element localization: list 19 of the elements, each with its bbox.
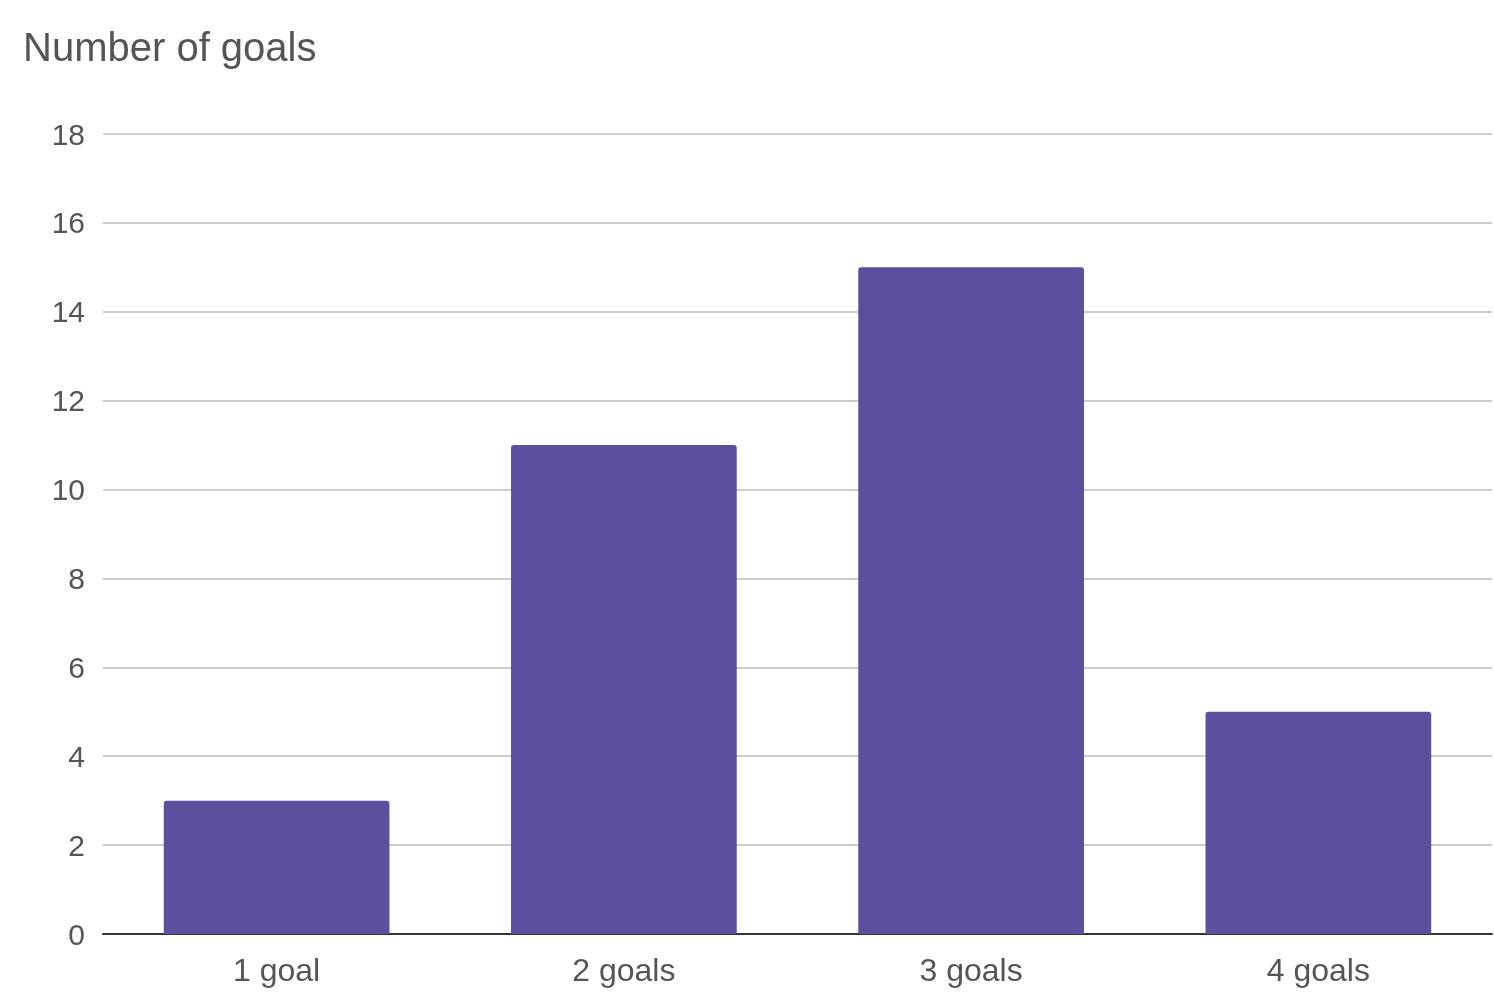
x-tick-label: 3 goals (919, 952, 1023, 988)
y-tick-label: 2 (68, 828, 85, 862)
y-tick-label: 0 (68, 917, 85, 951)
y-tick-label: 14 (51, 295, 85, 329)
chart-title: Number of goals (23, 25, 317, 69)
bar (858, 267, 1084, 934)
y-tick-label: 8 (68, 561, 85, 595)
y-tick-label: 18 (51, 117, 85, 151)
y-tick-label: 4 (68, 739, 85, 773)
x-tick-label: 1 goal (233, 952, 321, 988)
y-tick-label: 16 (51, 206, 85, 240)
bar (163, 800, 390, 934)
x-tick-label: 2 goals (572, 952, 676, 988)
y-tick-label: 12 (51, 384, 85, 418)
bar (1205, 711, 1432, 934)
x-tick-label: 4 goals (1266, 952, 1370, 988)
y-tick-label: 6 (68, 650, 85, 684)
bar (511, 445, 737, 934)
y-tick-label: 10 (51, 473, 85, 507)
